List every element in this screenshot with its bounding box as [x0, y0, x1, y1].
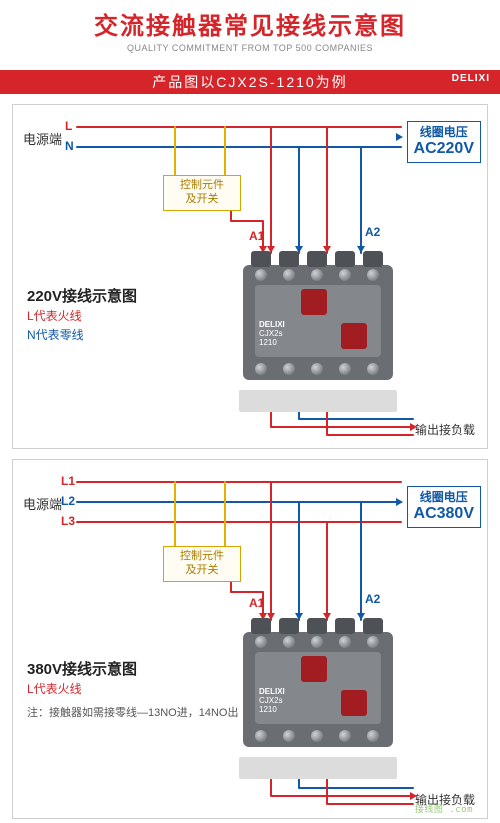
coil-title: 线圈电压 [414, 125, 474, 139]
section-title-380: 380V接线示意图 [27, 658, 137, 679]
a1-label: A1 [249, 229, 264, 243]
red-block-icon [341, 323, 367, 349]
screw-icon [255, 363, 267, 375]
coil-voltage-box: 线圈电压 AC380V [407, 486, 481, 528]
key-l: L代表火线 [27, 307, 84, 326]
header-title: 交流接触器常见接线示意图 [0, 6, 500, 41]
control-line2: 及开关 [170, 564, 234, 578]
terminal-top [335, 618, 355, 634]
l-label: L [65, 119, 72, 133]
screw-icon [367, 636, 379, 648]
coil-title: 线圈电压 [414, 490, 474, 504]
control-line2: 及开关 [170, 193, 234, 207]
section-title-220: 220V接线示意图 [27, 285, 137, 306]
screw-icon [255, 730, 267, 742]
header: 交流接触器常见接线示意图 QUALITY COMMITMENT FROM TOP… [0, 0, 500, 70]
l2-label: L2 [61, 494, 75, 508]
screw-icon [311, 730, 323, 742]
red-block-icon [341, 690, 367, 716]
screw-icon [367, 730, 379, 742]
screw-icon [339, 730, 351, 742]
din-rail [239, 757, 397, 779]
a2-label: A2 [365, 225, 380, 239]
power-source-label: 电源端 [23, 494, 62, 513]
coil-value: AC220V [414, 139, 474, 158]
terminal-top [279, 618, 299, 634]
screw-icon [255, 269, 267, 281]
coil-voltage-box: 线圈电压 AC220V [407, 121, 481, 163]
screw-icon [339, 363, 351, 375]
terminal-top [279, 251, 299, 267]
screw-icon [339, 269, 351, 281]
key-l: L代表火线 [27, 680, 82, 699]
red-block-icon [301, 289, 327, 315]
red-block-icon [301, 656, 327, 682]
screw-icon [255, 636, 267, 648]
control-line1: 控制元件 [170, 550, 234, 564]
terminal-top [251, 251, 271, 267]
l1-label: L1 [61, 474, 75, 488]
watermark: 接线图 .com [415, 802, 473, 815]
n-label: N [65, 139, 74, 153]
terminal-top [251, 618, 271, 634]
header-band-text: 产品图以CJX2S-1210为例 [152, 72, 347, 92]
screw-icon [311, 363, 323, 375]
terminal-top [363, 618, 383, 634]
key-n: N代表零线 [27, 326, 84, 345]
terminal-top [335, 251, 355, 267]
control-box: 控制元件 及开关 [163, 175, 241, 211]
contactor-brand: DELIXI CJX2s 1210 [259, 688, 285, 714]
screw-icon [339, 636, 351, 648]
screw-icon [283, 730, 295, 742]
terminal-top [307, 618, 327, 634]
screw-icon [367, 269, 379, 281]
din-rail [239, 390, 397, 412]
note-text: 注：接触器如需接零线—13NO进，14NO出 [27, 704, 238, 720]
screw-icon [311, 636, 323, 648]
header-subtitle: QUALITY COMMITMENT FROM TOP 500 COMPANIE… [0, 43, 500, 53]
terminal-top [363, 251, 383, 267]
diagram-220v: 电源端 L N 线圈电压 AC220V 控制元件 及开关 A1 A2 220V接… [12, 104, 488, 449]
key-220: L代表火线 N代表零线 [27, 307, 84, 345]
terminal-top [307, 251, 327, 267]
control-line1: 控制元件 [170, 179, 234, 193]
a1-label: A1 [249, 596, 264, 610]
coil-value: AC380V [414, 504, 474, 523]
a2-label: A2 [365, 592, 380, 606]
power-source-label: 电源端 [23, 129, 62, 148]
l3-label: L3 [61, 514, 75, 528]
screw-icon [311, 269, 323, 281]
screw-icon [367, 363, 379, 375]
contactor-graphic-380: DELIXI CJX2s 1210 [243, 612, 393, 767]
contactor-graphic-220: DELIXI CJX2s 1210 [243, 245, 393, 400]
screw-icon [283, 269, 295, 281]
brand-logo: DELIXI [452, 73, 490, 84]
screw-icon [283, 636, 295, 648]
contactor-brand: DELIXI CJX2s 1210 [259, 321, 285, 347]
screw-icon [283, 363, 295, 375]
output-label: 输出接负载 [415, 421, 475, 438]
diagram-380v: 电源端 L1 L2 L3 线圈电压 AC380V 控制元件 及开关 A1 A2 … [12, 459, 488, 819]
header-band: 产品图以CJX2S-1210为例 DELIXI [0, 70, 500, 94]
control-box: 控制元件 及开关 [163, 546, 241, 582]
